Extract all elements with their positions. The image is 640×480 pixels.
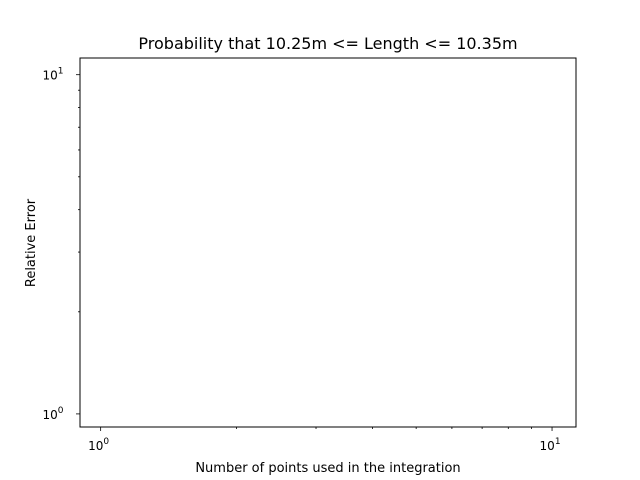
y-major-ticks: 100 101 bbox=[42, 67, 80, 422]
y-tick-label-1: 101 bbox=[42, 67, 63, 83]
x-minor-ticks bbox=[236, 427, 532, 429]
x-major-ticks: 100 101 bbox=[88, 427, 561, 453]
x-axis-label: Number of points used in the integration bbox=[195, 461, 460, 476]
y-axis-label: Relative Error bbox=[24, 198, 39, 287]
y-tick-label-0: 100 bbox=[42, 406, 63, 422]
x-tick-label-1: 101 bbox=[540, 437, 561, 453]
x-tick-label-0: 100 bbox=[88, 437, 109, 453]
chart-title: Probability that 10.25m <= Length <= 10.… bbox=[138, 34, 517, 53]
plot-area-frame bbox=[79, 57, 577, 428]
y-minor-ticks bbox=[78, 89, 80, 313]
